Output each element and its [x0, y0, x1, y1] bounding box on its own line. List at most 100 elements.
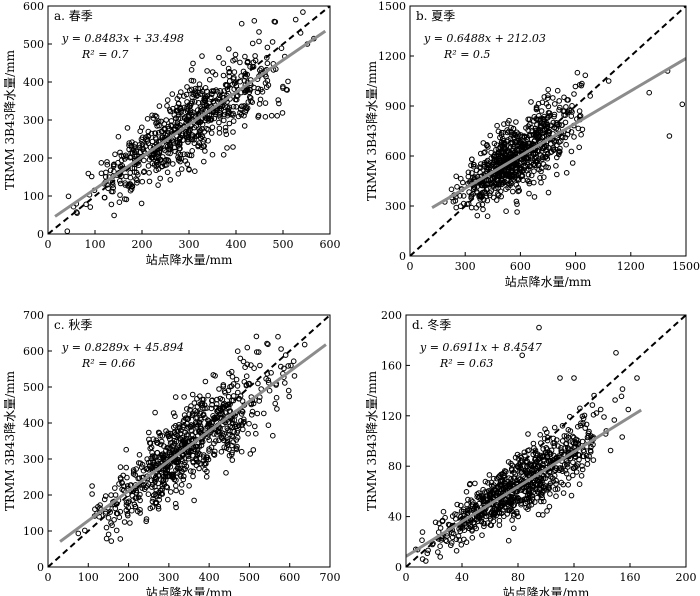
- data-point: [612, 397, 618, 403]
- regression-line: [54, 29, 327, 218]
- data-point: [495, 474, 502, 480]
- data-point: [232, 423, 238, 430]
- data-point: [244, 105, 251, 111]
- data-point: [262, 114, 269, 120]
- data-point: [153, 120, 159, 126]
- data-point: [205, 434, 211, 441]
- data-point: [563, 141, 569, 148]
- data-point: [536, 490, 542, 497]
- data-point: [188, 67, 195, 73]
- data-point: [559, 122, 565, 128]
- data-point: [180, 424, 186, 431]
- data-point: [190, 60, 196, 67]
- data-point: [178, 489, 185, 495]
- data-point: [163, 483, 170, 490]
- data-point: [245, 430, 251, 437]
- data-point: [221, 111, 228, 118]
- data-point: [172, 148, 178, 155]
- data-point: [452, 516, 459, 522]
- data-point: [540, 161, 547, 167]
- data-point: [243, 87, 250, 94]
- data-point: [234, 428, 241, 434]
- data-point: [486, 472, 493, 478]
- x-axis-label: 站点降水量/mm: [505, 275, 592, 289]
- data-point: [136, 460, 142, 466]
- data-point: [118, 157, 125, 164]
- data-point: [229, 424, 236, 430]
- data-point: [469, 156, 475, 163]
- data-point: [175, 157, 182, 163]
- data-point: [250, 447, 257, 453]
- data-point: [526, 190, 532, 197]
- data-point: [228, 368, 235, 375]
- data-point: [227, 384, 233, 390]
- data-point: [525, 447, 531, 454]
- data-point: [539, 148, 545, 154]
- data-point: [211, 451, 217, 458]
- data-point: [544, 508, 550, 514]
- x-tick-label: 400: [226, 238, 247, 251]
- data-point: [501, 480, 507, 487]
- panel-4: 0 40 80 120 160 200 0 40 80 120 160 200 站点降水量/mm TRMM…: [365, 309, 697, 596]
- data-point: [578, 473, 585, 479]
- data-point: [510, 482, 516, 489]
- data-point: [231, 69, 238, 75]
- data-point: [200, 458, 207, 464]
- data-point: [543, 487, 550, 493]
- data-point: [581, 448, 587, 455]
- data-point: [510, 188, 516, 195]
- data-point: [144, 456, 150, 462]
- data-point: [164, 103, 170, 109]
- data-point: [479, 182, 486, 189]
- data-point: [424, 550, 431, 557]
- data-point: [146, 429, 152, 436]
- data-point: [534, 481, 541, 488]
- data-point: [264, 44, 271, 51]
- data-point: [536, 156, 542, 162]
- data-point: [508, 506, 514, 512]
- data-point: [220, 72, 227, 79]
- data-point: [550, 95, 556, 101]
- data-point: [516, 187, 523, 194]
- data-point: [613, 350, 619, 356]
- x-axis-label: 站点降水量/mm: [146, 586, 233, 596]
- data-point: [175, 150, 182, 156]
- data-point: [472, 480, 478, 487]
- panel-title: b. 夏季: [416, 9, 455, 23]
- data-point: [152, 409, 158, 416]
- x-tick-label: 0: [45, 571, 52, 584]
- data-point: [181, 151, 187, 157]
- data-point: [583, 452, 590, 459]
- data-point: [226, 408, 233, 414]
- data-point: [166, 146, 172, 152]
- data-point: [229, 374, 236, 380]
- data-point: [578, 420, 584, 427]
- data-point: [461, 527, 468, 534]
- y-tick-label: 100: [23, 190, 44, 203]
- regression-equation: y = 0.8483x + 33.498: [61, 32, 184, 45]
- data-point: [541, 498, 547, 505]
- data-point: [204, 125, 210, 132]
- data-point: [553, 481, 559, 487]
- data-point: [139, 146, 145, 152]
- data-point: [202, 378, 209, 385]
- data-point: [202, 85, 209, 91]
- data-point: [196, 419, 202, 426]
- data-point: [255, 85, 262, 92]
- data-point: [460, 193, 467, 199]
- data-point: [89, 483, 95, 489]
- data-point: [523, 469, 529, 475]
- data-point: [158, 118, 164, 125]
- data-point: [419, 537, 425, 544]
- data-point: [531, 179, 537, 186]
- data-point: [476, 514, 483, 521]
- data-point: [175, 171, 182, 177]
- data-point: [601, 414, 607, 420]
- data-point: [115, 133, 122, 140]
- data-point: [103, 169, 109, 176]
- data-point: [152, 134, 159, 141]
- data-point: [127, 170, 133, 176]
- data-point: [252, 423, 258, 430]
- data-point: [574, 69, 581, 76]
- data-point: [290, 358, 297, 365]
